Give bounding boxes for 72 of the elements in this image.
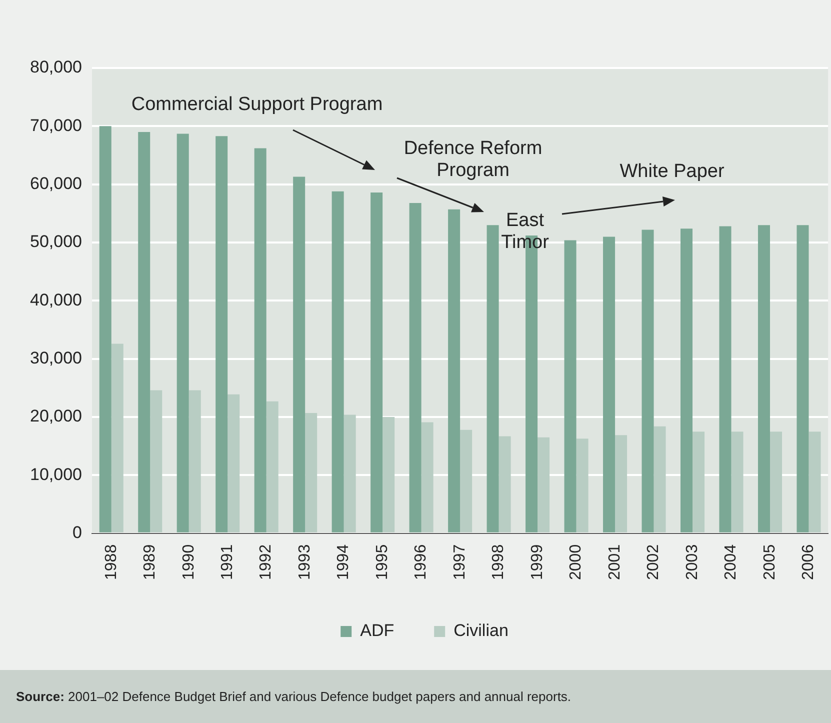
x-tick-label: 2004 bbox=[722, 544, 740, 580]
bar bbox=[603, 236, 616, 532]
bar bbox=[305, 412, 318, 532]
x-tick-label: 1993 bbox=[296, 544, 314, 580]
bar bbox=[111, 344, 124, 532]
bar bbox=[332, 191, 344, 532]
y-tick-label: 60,000 bbox=[30, 174, 82, 194]
x-tick-label: 1988 bbox=[102, 544, 120, 580]
legend-label: ADF bbox=[360, 621, 394, 640]
bar bbox=[498, 436, 511, 532]
x-tick-label: 2006 bbox=[800, 544, 818, 580]
x-tick-label: 1990 bbox=[180, 544, 198, 580]
x-tick-label: 1989 bbox=[142, 544, 159, 580]
bar bbox=[266, 401, 278, 532]
y-tick-label: 20,000 bbox=[30, 406, 82, 426]
bar bbox=[576, 438, 588, 532]
bar bbox=[228, 394, 240, 532]
bar bbox=[808, 432, 821, 532]
bar bbox=[564, 240, 576, 532]
bar bbox=[448, 209, 460, 532]
bar bbox=[538, 437, 550, 532]
y-tick-label: 70,000 bbox=[30, 116, 82, 135]
x-tick-label: 2003 bbox=[684, 544, 701, 580]
x-tick-label: 1998 bbox=[490, 544, 508, 580]
bar bbox=[216, 136, 228, 532]
bar bbox=[421, 422, 434, 532]
bar bbox=[758, 225, 770, 532]
x-tick-label: 1991 bbox=[219, 544, 236, 580]
y-tick-label: 30,000 bbox=[30, 348, 82, 368]
x-tick-label: 1995 bbox=[374, 544, 391, 580]
y-tick-label: 10,000 bbox=[30, 464, 82, 484]
y-tick-label: 40,000 bbox=[30, 290, 82, 310]
x-tick-label: 1992 bbox=[258, 544, 275, 580]
bar bbox=[188, 390, 201, 532]
x-tick-label: 2001 bbox=[606, 544, 624, 580]
bar bbox=[138, 132, 150, 532]
annotation: White Paper bbox=[620, 161, 725, 182]
x-tick-label: 2000 bbox=[568, 544, 585, 580]
y-tick-label: 80,000 bbox=[30, 58, 82, 77]
bar bbox=[370, 192, 383, 532]
x-tick-label: 1994 bbox=[335, 544, 352, 580]
annotation: Commercial Support Program bbox=[131, 94, 383, 116]
bar bbox=[150, 390, 162, 532]
bar bbox=[615, 435, 628, 532]
annotation: Defence Reform Program bbox=[404, 138, 542, 182]
y-tick-label: 50,000 bbox=[30, 232, 82, 252]
bar bbox=[293, 176, 306, 532]
bar bbox=[731, 432, 744, 532]
bar bbox=[654, 426, 666, 532]
x-tick-label: 2005 bbox=[761, 544, 778, 580]
x-tick-label: 2002 bbox=[645, 544, 662, 580]
bar bbox=[254, 148, 266, 532]
source-note: Source: 2001–02 Defence Budget Brief and various Defence budget papers and annual reports. bbox=[0, 670, 831, 723]
bar bbox=[692, 432, 705, 532]
annotation: East Timor bbox=[501, 210, 550, 254]
x-tick-label: 1997 bbox=[451, 544, 468, 580]
bar bbox=[680, 228, 693, 532]
bar bbox=[99, 126, 112, 532]
legend-label: Civilian bbox=[454, 621, 508, 640]
bar bbox=[770, 432, 782, 532]
x-tick-label: 1996 bbox=[412, 544, 430, 580]
x-tick-label: 1999 bbox=[528, 544, 546, 580]
bar bbox=[719, 226, 732, 532]
bar bbox=[344, 414, 356, 532]
bar bbox=[796, 225, 809, 532]
bar bbox=[409, 202, 422, 532]
bar bbox=[486, 225, 499, 532]
bar bbox=[382, 417, 395, 532]
bar bbox=[176, 134, 189, 532]
bar bbox=[460, 430, 472, 532]
bar bbox=[642, 230, 654, 532]
y-tick-label: 0 bbox=[72, 523, 82, 542]
